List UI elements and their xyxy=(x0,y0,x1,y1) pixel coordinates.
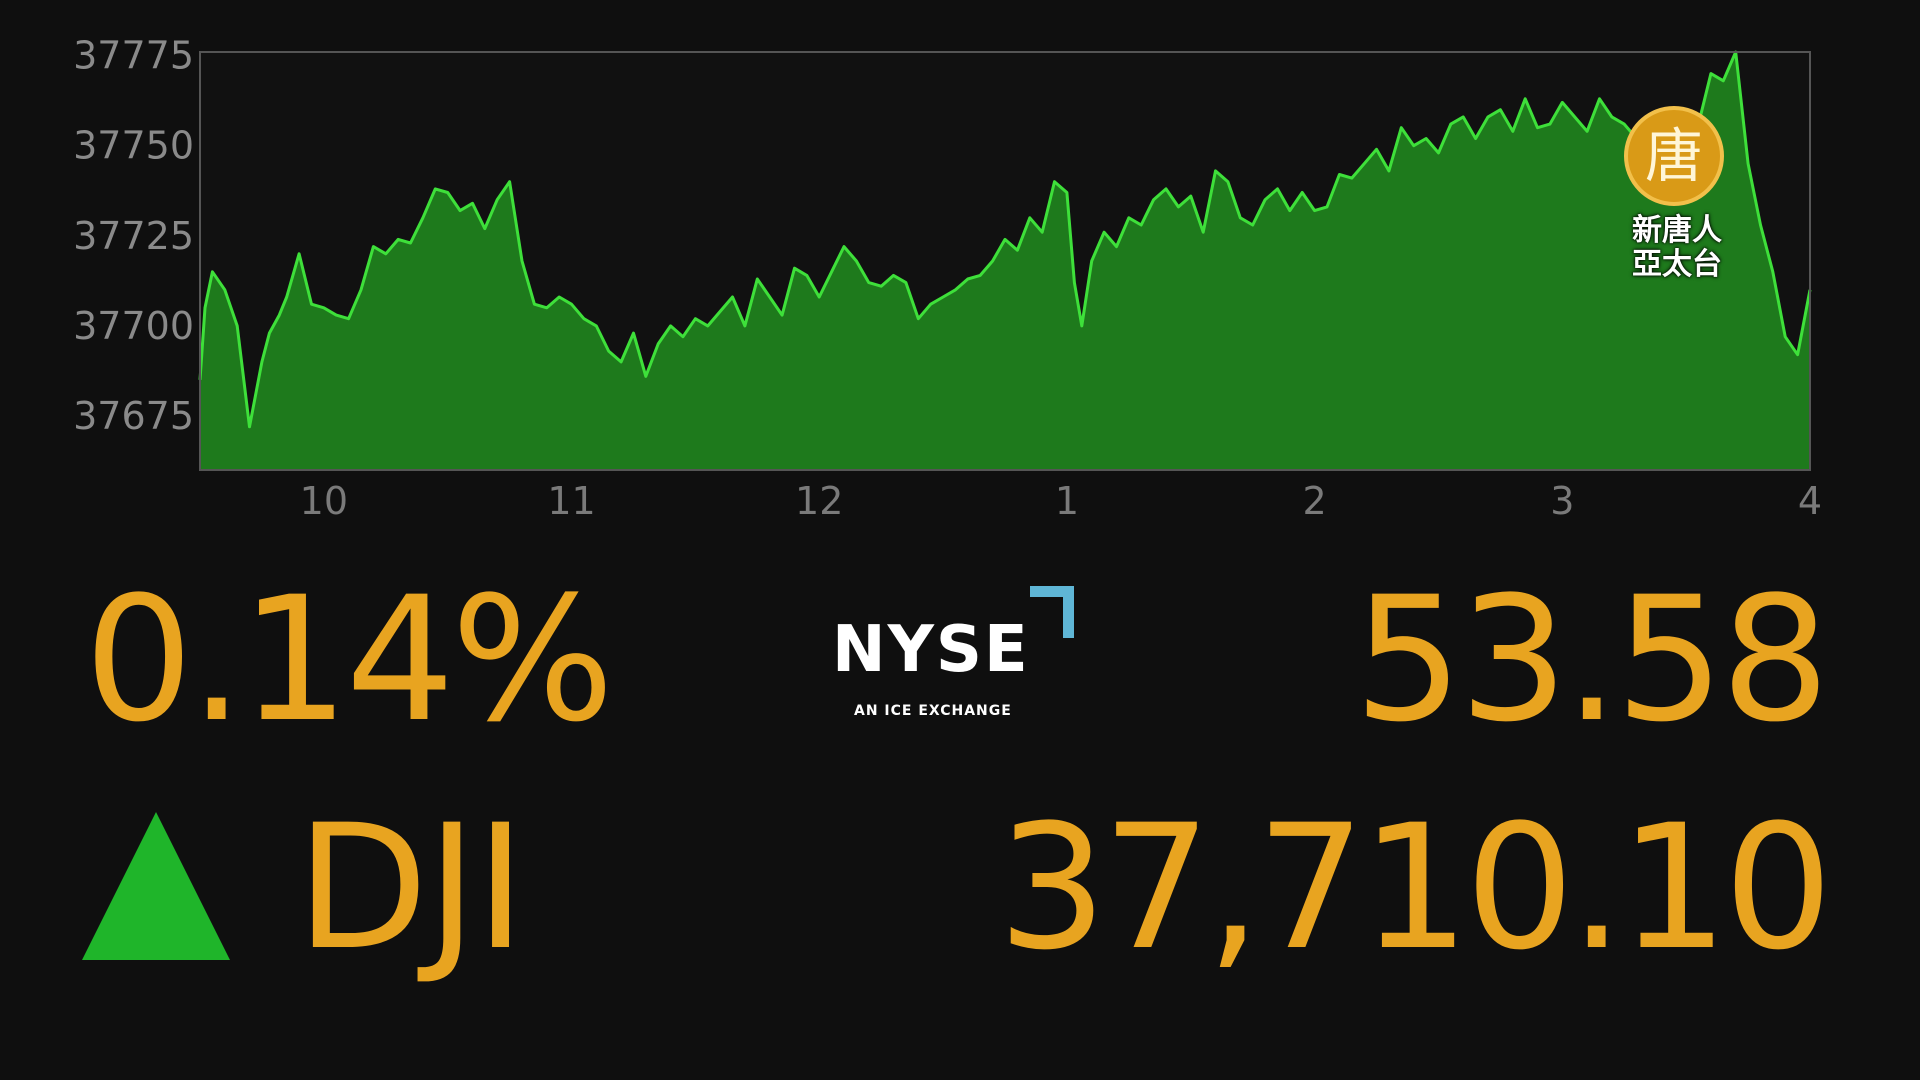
nyse-wordmark: NYSE xyxy=(832,613,1030,687)
y-tick-label: 37750 xyxy=(73,124,194,168)
nyse-tagline: AN ICE EXCHANGE xyxy=(854,703,1012,719)
series-area xyxy=(200,52,1810,470)
station-name-line1: 新唐人 xyxy=(1632,213,1722,248)
station-name: 新唐人 亞太台 xyxy=(1602,214,1752,282)
nyse-logo: NYSE AN ICE EXCHANGE xyxy=(824,586,1094,726)
nyse-bracket-icon xyxy=(1030,586,1074,638)
x-tick-label: 11 xyxy=(547,479,595,520)
x-tick-label: 10 xyxy=(300,479,348,520)
series-line xyxy=(198,50,1812,429)
station-seal-logo: 唐 xyxy=(1624,106,1724,206)
y-axis: 37775 37750 37725 37700 37675 xyxy=(73,34,194,438)
x-tick-label: 3 xyxy=(1550,479,1574,520)
x-tick-label: 2 xyxy=(1303,479,1327,520)
y-tick-label: 37700 xyxy=(73,304,194,348)
plot-border xyxy=(199,51,1811,471)
index-value: 37,710.10 xyxy=(997,787,1833,988)
x-tick-label: 12 xyxy=(795,479,843,520)
index-name: DJI xyxy=(296,787,526,988)
percent-change: 0.14% xyxy=(84,559,614,760)
x-axis: 10 11 12 1 2 3 4 xyxy=(300,479,1822,520)
ntd-station-logo: 唐 新唐人 亞太台 xyxy=(1602,96,1752,286)
plot-area xyxy=(198,50,1812,471)
x-tick-label: 4 xyxy=(1798,479,1822,520)
station-name-line2: 亞太台 xyxy=(1632,247,1722,282)
up-arrow-icon xyxy=(82,812,230,960)
point-change: 53.58 xyxy=(1353,559,1830,760)
y-tick-label: 37775 xyxy=(73,34,194,78)
x-tick-label: 1 xyxy=(1055,479,1079,520)
y-tick-label: 37725 xyxy=(73,214,194,258)
y-tick-label: 37675 xyxy=(73,394,194,438)
